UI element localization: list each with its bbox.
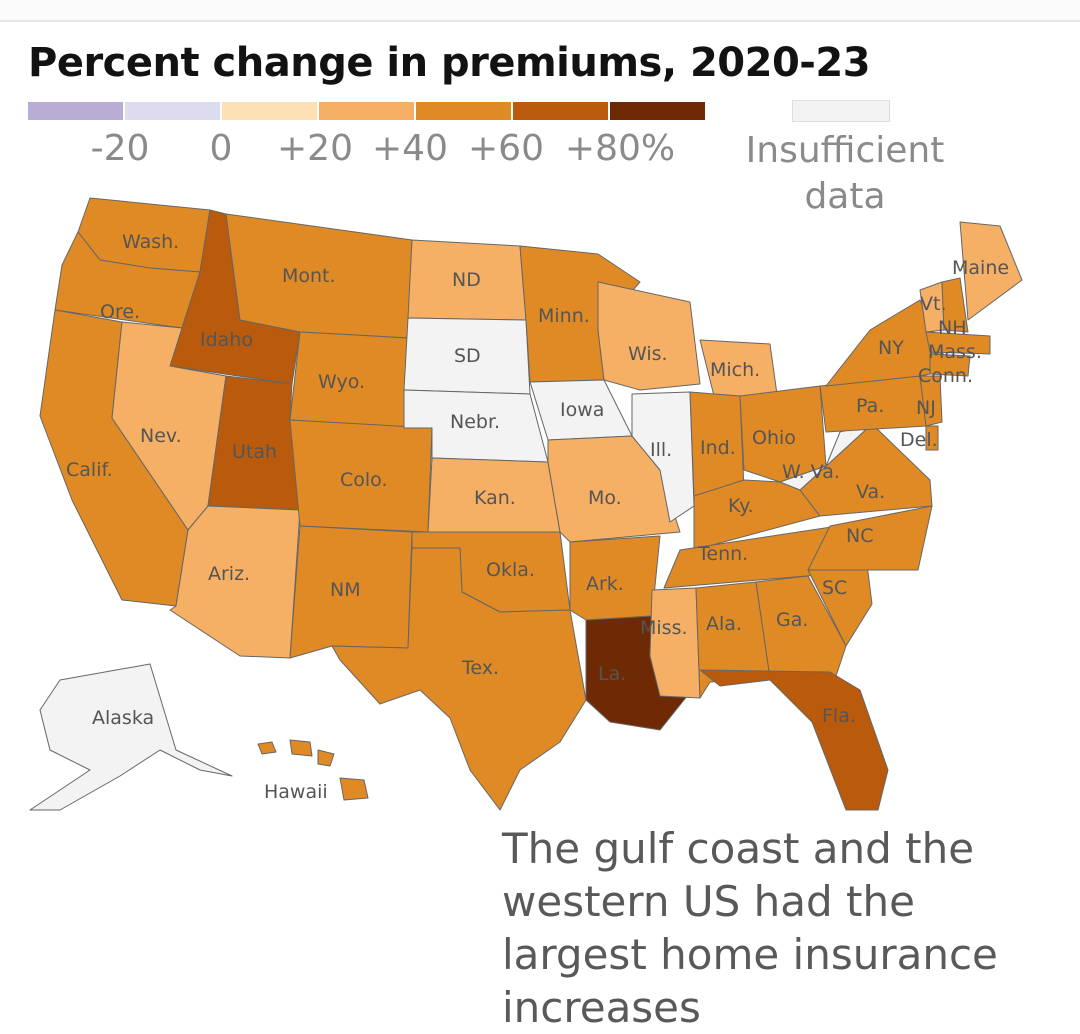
state-tx xyxy=(331,547,587,811)
state-label-nv: Nev. xyxy=(140,425,182,447)
insufficient-label-line2: data xyxy=(804,176,886,217)
top-rule xyxy=(0,0,1080,22)
state-label-ca: Calif. xyxy=(66,459,113,481)
legend-swatch-5 xyxy=(513,102,608,120)
legend-swatch-insufficient-data xyxy=(792,100,890,122)
state-nh xyxy=(941,277,969,333)
state-label-ny: NY xyxy=(878,337,904,359)
legend-label-2: +20 xyxy=(277,128,353,169)
state-label-oh: Ohio xyxy=(752,427,796,449)
state-label-mi: Mich. xyxy=(710,359,760,381)
state-label-ok: Okla. xyxy=(486,559,535,581)
state-label-nh: NH xyxy=(938,317,967,339)
legend-swatch-3 xyxy=(319,102,414,120)
legend-label-3: +40 xyxy=(372,128,448,169)
legend-swatch-4 xyxy=(416,102,511,120)
chart-title: Percent change in premiums, 2020-23 xyxy=(28,40,871,86)
state-label-ma: Mass. xyxy=(928,341,982,363)
state-wi xyxy=(597,281,701,391)
state-label-wa: Wash. xyxy=(122,231,179,253)
state-label-nc: NC xyxy=(846,525,873,547)
state-label-vt: Vt. xyxy=(920,293,947,315)
legend-swatch-1 xyxy=(125,102,220,120)
state-ms xyxy=(649,587,701,699)
state-label-id: Idaho xyxy=(200,329,253,351)
insufficient-label-line1: Insufficient xyxy=(745,130,945,171)
state-nc xyxy=(807,505,933,571)
state-label-mn: Minn. xyxy=(538,305,590,327)
state-label-nm: NM xyxy=(330,579,361,601)
state-label-pa: Pa. xyxy=(856,395,884,417)
state-label-tx: Tex. xyxy=(461,657,499,679)
state-label-ky: Ky. xyxy=(728,495,754,517)
caption: The gulf coast and the western US had th… xyxy=(502,824,998,1032)
state-label-wi: Wis. xyxy=(628,343,668,365)
state-label-az: Ariz. xyxy=(208,563,250,585)
state-label-wv: W. Va. xyxy=(782,461,840,483)
state-me xyxy=(959,221,1023,321)
state-label-ct: Conn. xyxy=(918,365,973,387)
state-ma xyxy=(925,331,991,355)
state-label-mo: Mo. xyxy=(588,487,622,509)
state-ga xyxy=(755,575,847,683)
state-label-wy: Wyo. xyxy=(318,371,365,393)
state-fl xyxy=(699,669,889,811)
state-label-nd: ND xyxy=(452,269,481,291)
state-label-me: Maine xyxy=(952,257,1009,279)
state-hi xyxy=(257,739,369,801)
us-choropleth-map: Wash. Ore. Calif. Idaho Nev. Mont. Wyo. Utah Ari… xyxy=(29,197,1023,811)
state-nj xyxy=(919,375,943,427)
state-az xyxy=(169,505,301,659)
state-label-sd: SD xyxy=(454,345,481,367)
state-ak xyxy=(29,663,233,811)
state-label-sc: SC xyxy=(822,577,847,599)
legend-label-1: 0 xyxy=(209,128,233,169)
state-label-hi: Hawaii xyxy=(264,781,328,803)
legend-swatch-0 xyxy=(28,102,123,120)
state-label-or: Ore. xyxy=(100,301,140,323)
state-de xyxy=(925,425,939,451)
state-label-ms: Miss. xyxy=(640,617,688,639)
legend-swatch-2 xyxy=(222,102,317,120)
state-label-il: Ill. xyxy=(650,439,672,461)
state-label-la: La. xyxy=(598,663,626,685)
state-label-ks: Kan. xyxy=(474,487,516,509)
state-ct xyxy=(929,353,971,377)
state-label-nj: NJ xyxy=(916,397,936,419)
state-label-ak: Alaska xyxy=(92,707,154,729)
state-label-ia: Iowa xyxy=(560,399,604,421)
state-label-ne: Nebr. xyxy=(450,411,500,433)
legend-label-5: +80% xyxy=(564,128,676,169)
legend-label-insufficient-data: Insufficient data xyxy=(740,128,950,220)
legend-label-0: -20 xyxy=(90,128,150,169)
state-label-co: Colo. xyxy=(340,469,388,491)
state-label-mt: Mont. xyxy=(282,265,336,287)
state-label-ut: Utah xyxy=(232,441,277,463)
state-label-de: Del. xyxy=(900,429,938,451)
state-label-va: Va. xyxy=(856,481,885,503)
state-label-ar: Ark. xyxy=(586,573,624,595)
state-label-fl: Fla. xyxy=(822,705,856,727)
state-label-ga: Ga. xyxy=(776,609,808,631)
state-label-in: Ind. xyxy=(700,437,736,459)
state-label-tn: Tenn. xyxy=(697,543,748,565)
state-label-al: Ala. xyxy=(706,613,742,635)
legend-swatch-6 xyxy=(610,102,705,120)
legend-label-4: +60 xyxy=(468,128,544,169)
